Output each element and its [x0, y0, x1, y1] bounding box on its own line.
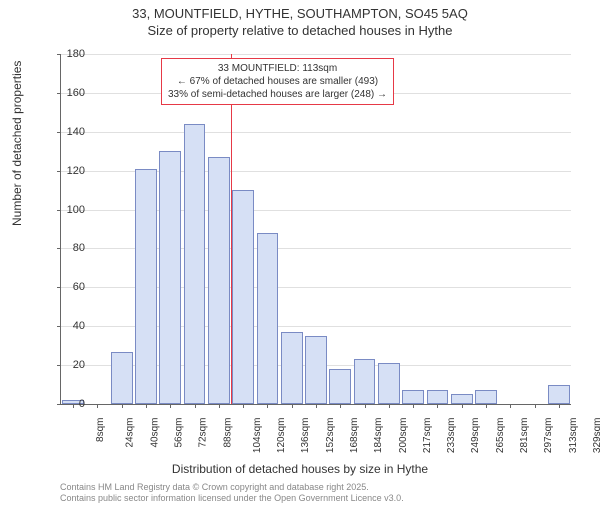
y-tick-label: 80 — [55, 242, 85, 254]
x-tick-label: 40sqm — [149, 418, 160, 448]
info-box-line: 33 MOUNTFIELD: 113sqm — [168, 62, 387, 75]
x-tick-label: 88sqm — [222, 418, 233, 448]
x-tick-mark — [413, 404, 414, 408]
footer-line-1: Contains HM Land Registry data © Crown c… — [60, 482, 404, 493]
histogram-bar — [475, 390, 497, 404]
histogram-bar — [402, 390, 424, 404]
y-axis-label: Number of detached properties — [10, 61, 24, 226]
x-tick-mark — [170, 404, 171, 408]
x-axis-label: Distribution of detached houses by size … — [0, 462, 600, 476]
x-tick-mark — [243, 404, 244, 408]
x-tick-label: 120sqm — [276, 418, 287, 454]
y-tick-label: 100 — [55, 204, 85, 216]
y-tick-label: 20 — [55, 359, 85, 371]
info-box-line: 33% of semi-detached houses are larger (… — [168, 88, 387, 101]
y-tick-label: 0 — [55, 398, 85, 410]
reference-line — [231, 54, 232, 404]
grid-line — [61, 132, 571, 133]
y-tick-label: 120 — [55, 165, 85, 177]
x-tick-label: 200sqm — [398, 418, 409, 454]
histogram-bar — [208, 157, 230, 404]
y-tick-label: 40 — [55, 320, 85, 332]
x-tick-label: 56sqm — [174, 418, 185, 448]
x-tick-label: 72sqm — [198, 418, 209, 448]
x-tick-mark — [267, 404, 268, 408]
x-tick-label: 168sqm — [349, 418, 360, 454]
x-tick-label: 329sqm — [592, 418, 600, 454]
x-tick-mark — [486, 404, 487, 408]
histogram-bar — [354, 359, 376, 404]
x-tick-label: 184sqm — [373, 418, 384, 454]
chart-title-sub: Size of property relative to detached ho… — [0, 23, 600, 38]
histogram-bar — [159, 151, 181, 404]
histogram-bar — [257, 233, 279, 404]
x-tick-label: 313sqm — [568, 418, 579, 454]
histogram-bar — [135, 169, 157, 404]
x-tick-label: 8sqm — [95, 418, 106, 442]
x-tick-mark — [437, 404, 438, 408]
x-tick-label: 152sqm — [325, 418, 336, 454]
x-tick-mark — [97, 404, 98, 408]
x-tick-mark — [389, 404, 390, 408]
histogram-bar — [329, 369, 351, 404]
x-tick-label: 24sqm — [125, 418, 136, 448]
x-tick-label: 297sqm — [543, 418, 554, 454]
x-tick-mark — [365, 404, 366, 408]
x-tick-mark — [122, 404, 123, 408]
y-tick-label: 140 — [55, 126, 85, 138]
x-tick-mark — [510, 404, 511, 408]
x-tick-mark — [340, 404, 341, 408]
x-tick-label: 249sqm — [471, 418, 482, 454]
x-tick-label: 104sqm — [252, 418, 263, 454]
y-tick-label: 180 — [55, 48, 85, 60]
histogram-bar — [232, 190, 254, 404]
x-tick-mark — [462, 404, 463, 408]
x-tick-label: 233sqm — [446, 418, 457, 454]
grid-line — [61, 54, 571, 55]
histogram-bar — [305, 336, 327, 404]
histogram-bar — [451, 394, 473, 404]
x-tick-mark — [195, 404, 196, 408]
histogram-bar — [548, 385, 570, 404]
x-tick-label: 136sqm — [301, 418, 312, 454]
y-tick-label: 60 — [55, 281, 85, 293]
info-box: 33 MOUNTFIELD: 113sqm← 67% of detached h… — [161, 58, 394, 105]
x-tick-label: 281sqm — [519, 418, 530, 454]
histogram-bar — [281, 332, 303, 404]
x-tick-mark — [292, 404, 293, 408]
histogram-bar — [378, 363, 400, 404]
y-tick-label: 160 — [55, 87, 85, 99]
histogram-bar — [184, 124, 206, 404]
x-tick-mark — [219, 404, 220, 408]
chart-plot-area: 33 MOUNTFIELD: 113sqm← 67% of detached h… — [60, 54, 571, 405]
x-tick-label: 265sqm — [495, 418, 506, 454]
chart-title-main: 33, MOUNTFIELD, HYTHE, SOUTHAMPTON, SO45… — [0, 6, 600, 21]
histogram-bar — [111, 352, 133, 405]
x-tick-mark — [146, 404, 147, 408]
x-tick-mark — [535, 404, 536, 408]
x-tick-mark — [316, 404, 317, 408]
x-tick-mark — [559, 404, 560, 408]
histogram-bar — [427, 390, 449, 404]
x-tick-label: 217sqm — [422, 418, 433, 454]
info-box-line: ← 67% of detached houses are smaller (49… — [168, 75, 387, 88]
footer-attribution: Contains HM Land Registry data © Crown c… — [60, 482, 404, 504]
footer-line-2: Contains public sector information licen… — [60, 493, 404, 504]
